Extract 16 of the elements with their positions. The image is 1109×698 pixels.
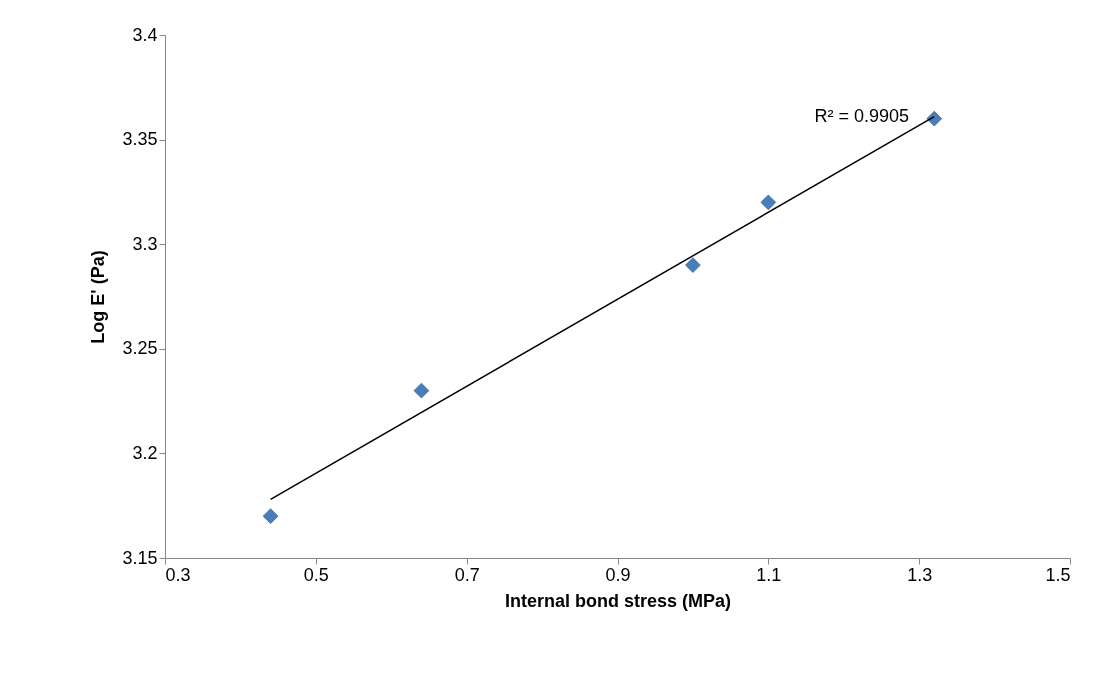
annotation: R² = 0.9905 — [814, 106, 909, 126]
x-tick-label: 0.5 — [303, 564, 329, 585]
x-tick-label: 1.1 — [756, 564, 782, 585]
y-tick-label: 3.35 — [122, 129, 158, 150]
x-tick-label: 0.7 — [454, 564, 480, 585]
y-tick-label: 3.15 — [122, 547, 158, 568]
x-tick-label: 1.3 — [907, 564, 933, 585]
x-tick-label: 0.3 — [165, 564, 191, 585]
y-tick-label: 3.3 — [132, 233, 158, 254]
x-axis-title: Internal bond stress (MPa) — [504, 590, 732, 611]
y-tick-label: 3.25 — [122, 338, 158, 359]
x-tick-label: 1.5 — [1045, 564, 1071, 585]
y-tick-label: 3.2 — [132, 442, 158, 463]
x-tick-label: 0.9 — [605, 564, 631, 585]
y-axis-title: Log E' (Pa) — [88, 250, 109, 344]
y-tick-label: 3.4 — [132, 24, 158, 45]
